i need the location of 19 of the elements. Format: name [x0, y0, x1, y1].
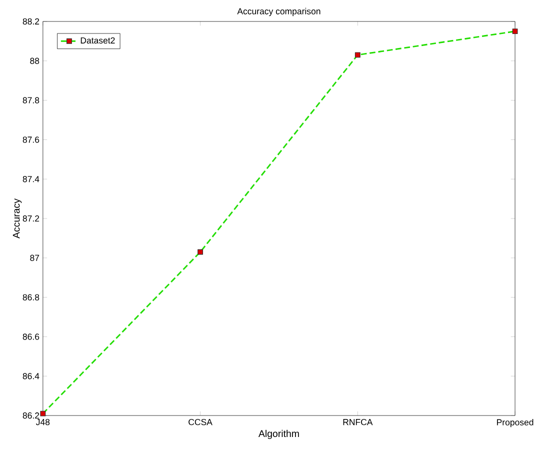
chart-title: Accuracy comparison — [237, 8, 320, 16]
x-tick-label: Proposed — [497, 419, 534, 428]
y-tick-label: 87.2 — [22, 216, 40, 222]
y-tick-label: 88 — [30, 58, 40, 64]
x-tick-label: RNFCA — [343, 419, 373, 426]
y-tick-label: 87.6 — [22, 136, 40, 144]
y-tick-label: 87 — [30, 255, 40, 262]
y-tick-label: 87.4 — [22, 176, 40, 182]
x-tick-label: J48 — [36, 419, 50, 426]
y-tick-label: 87.8 — [22, 97, 40, 104]
legend-label: Dataset2 — [80, 38, 115, 44]
x-axis-title: Algorithm — [258, 430, 299, 440]
x-tick-label: CCSA — [188, 419, 212, 426]
y-axis-title: Accuracy — [12, 198, 22, 239]
y-tick-label: 86.4 — [22, 373, 40, 380]
y-tick-label: 86.6 — [22, 334, 40, 340]
y-tick-label: 88.2 — [22, 18, 40, 25]
y-tick-label: 86.2 — [22, 412, 40, 419]
y-tick-label: 86.8 — [22, 294, 40, 301]
